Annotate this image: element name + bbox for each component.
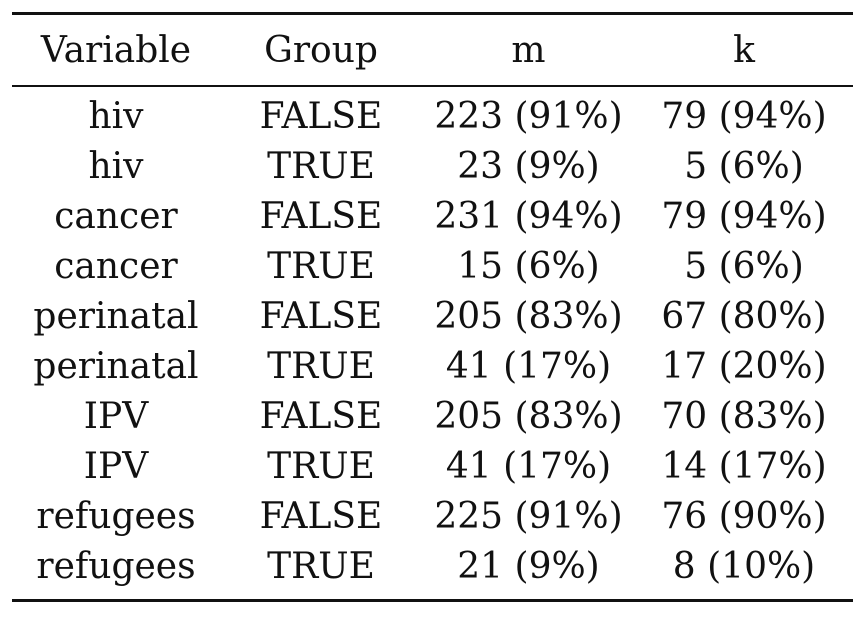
header-k: k [733,29,755,71]
table-rows: hiv FALSE 223 (91%) 79 (94%) hiv TRUE 23… [12,87,853,591]
cell-k: 8 (10%) [672,545,816,587]
cell-group: FALSE [259,295,383,337]
cell-group: FALSE [259,95,383,137]
header-row: Variable Group m k [12,15,853,85]
cell-k: 70 (83%) [661,395,827,437]
cell-variable: perinatal [33,295,199,337]
cell-k: 17 (20%) [661,345,827,387]
cell-m: 223 (91%) [434,95,623,137]
header-variable: Variable [40,29,192,71]
table-row: refugees TRUE 21 (9%) 8 (10%) [12,541,853,591]
cell-m: 231 (94%) [434,195,623,237]
cell-k: 79 (94%) [661,195,827,237]
table-row: refugees FALSE 225 (91%) 76 (90%) [12,491,853,541]
cell-variable: cancer [54,195,178,237]
cell-m: 205 (83%) [434,395,623,437]
table-row: hiv TRUE 23 (9%) 5 (6%) [12,141,853,191]
cell-variable: hiv [88,95,144,137]
cell-m: 15 (6%) [457,245,600,287]
cell-m: 41 (17%) [445,345,612,387]
table-row: IPV FALSE 205 (83%) 70 (83%) [12,391,853,441]
cell-group: FALSE [259,195,383,237]
cell-variable: IPV [83,445,149,487]
cell-m: 205 (83%) [434,295,623,337]
table-row: hiv FALSE 223 (91%) 79 (94%) [12,87,853,141]
cell-group: TRUE [267,445,375,487]
cell-group: TRUE [267,545,375,587]
header-group: Group [264,29,378,71]
cell-k: 14 (17%) [661,445,827,487]
cell-group: TRUE [267,145,375,187]
top-rule [12,12,853,15]
cell-group: FALSE [259,495,383,537]
cell-variable: IPV [83,395,149,437]
cell-variable: perinatal [33,345,199,387]
table-row: cancer FALSE 231 (94%) 79 (94%) [12,191,853,241]
bottom-rule [12,599,853,602]
cell-m: 23 (9%) [457,145,600,187]
table-row: cancer TRUE 15 (6%) 5 (6%) [12,241,853,291]
table-row: perinatal FALSE 205 (83%) 67 (80%) [12,291,853,341]
cell-variable: cancer [54,245,178,287]
table-body: Variable Group m k [12,15,853,85]
cell-m: 21 (9%) [457,545,600,587]
cell-k: 76 (90%) [661,495,827,537]
header-m: m [511,29,546,71]
cell-m: 41 (17%) [445,445,612,487]
cell-k: 67 (80%) [661,295,827,337]
cell-k: 5 (6%) [684,245,804,287]
table-row: perinatal TRUE 41 (17%) 17 (20%) [12,341,853,391]
cell-variable: refugees [36,545,196,587]
cell-group: FALSE [259,395,383,437]
cell-variable: refugees [36,495,196,537]
header-rule [12,85,853,87]
table-row: IPV TRUE 41 (17%) 14 (17%) [12,441,853,491]
cell-k: 79 (94%) [661,95,827,137]
data-table: Variable Group m k hiv FALSE 223 (91%) 7… [12,12,853,602]
cell-variable: hiv [88,145,144,187]
cell-group: TRUE [267,345,375,387]
cell-m: 225 (91%) [434,495,623,537]
cell-k: 5 (6%) [684,145,804,187]
cell-group: TRUE [267,245,375,287]
